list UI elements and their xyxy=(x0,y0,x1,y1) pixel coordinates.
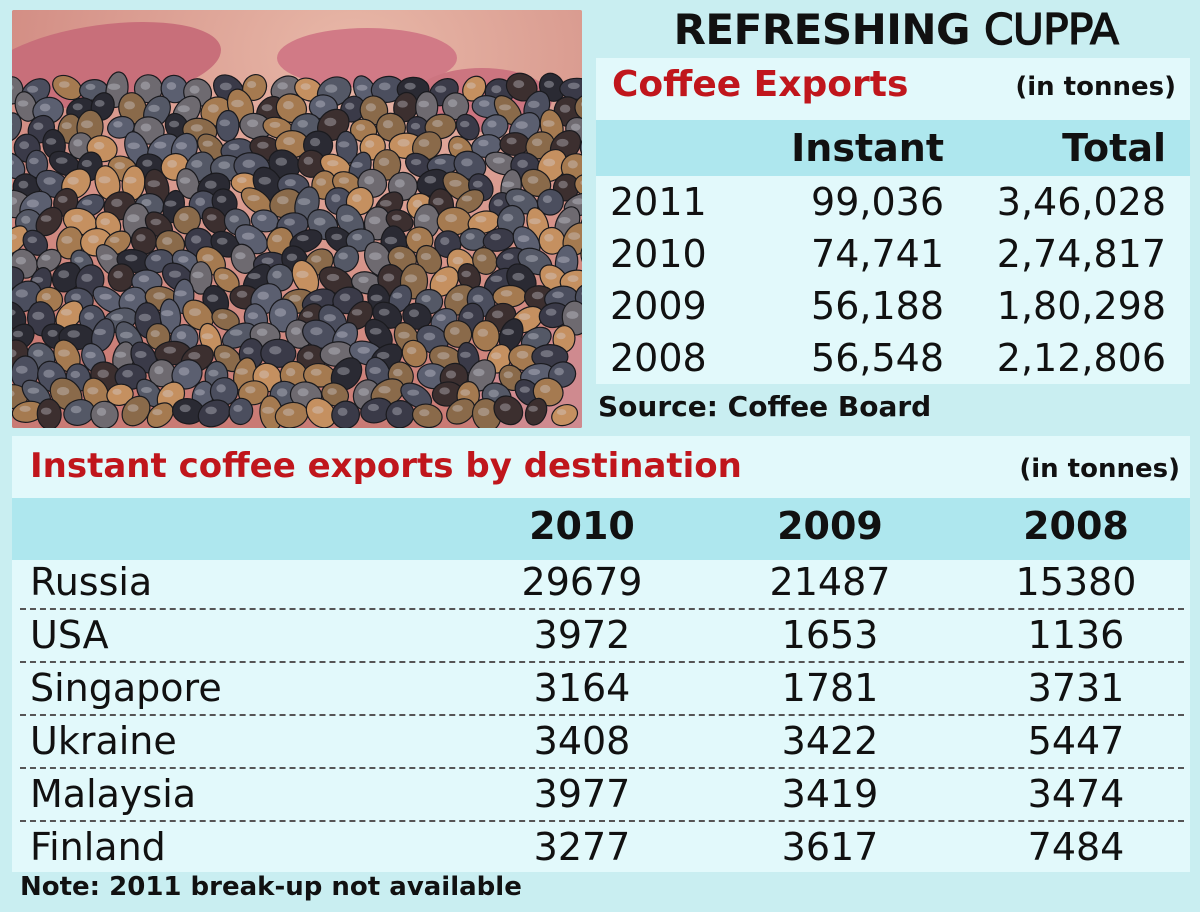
page-title: REFRESHING CUPPA xyxy=(596,4,1196,56)
row-total: 2,74,817 xyxy=(996,232,1166,276)
coffee-exports-title: Coffee Exports xyxy=(612,64,909,105)
row-instant: 74,741 xyxy=(811,232,944,276)
row-country: USA xyxy=(30,613,109,657)
coffee-exports-unit: (in tonnes) xyxy=(1015,72,1176,102)
destination-table: Instant coffee exports by destination (i… xyxy=(12,436,1190,872)
row-value-2008: 3731 xyxy=(1027,666,1125,710)
row-country: Malaysia xyxy=(30,772,197,816)
row-instant: 56,188 xyxy=(811,284,944,328)
row-total: 1,80,298 xyxy=(996,284,1166,328)
row-total: 2,12,806 xyxy=(996,336,1166,380)
row-value-2008: 5447 xyxy=(1027,719,1125,763)
row-country: Finland xyxy=(30,825,166,869)
row-value-2009: 1653 xyxy=(781,613,879,657)
row-year: 2009 xyxy=(610,284,707,328)
row-instant: 99,036 xyxy=(811,180,944,224)
row-instant: 56,548 xyxy=(811,336,944,380)
row-value-2010: 3972 xyxy=(533,613,631,657)
row-value-2009: 21487 xyxy=(769,560,891,604)
coffee-exports-table: Coffee Exports (in tonnes) Instant Total… xyxy=(596,58,1190,384)
row-total: 3,46,028 xyxy=(996,180,1166,224)
coffee-beans-photo xyxy=(12,10,582,428)
title-part-2: CUPPA xyxy=(983,4,1119,55)
row-divider xyxy=(20,714,1184,716)
row-country: Singapore xyxy=(30,666,222,710)
row-divider xyxy=(20,608,1184,610)
row-divider xyxy=(20,767,1184,769)
row-value-2009: 3419 xyxy=(781,772,879,816)
row-year: 2011 xyxy=(610,180,707,224)
row-divider xyxy=(20,661,1184,663)
row-value-2010: 29679 xyxy=(521,560,643,604)
row-value-2009: 1781 xyxy=(781,666,879,710)
row-country: Russia xyxy=(30,560,153,604)
row-value-2010: 3408 xyxy=(533,719,631,763)
row-value-2010: 3277 xyxy=(533,825,631,869)
row-value-2008: 3474 xyxy=(1027,772,1125,816)
header-band xyxy=(596,120,1190,176)
row-divider xyxy=(20,820,1184,822)
row-value-2009: 3617 xyxy=(781,825,879,869)
row-value-2008: 15380 xyxy=(1015,560,1137,604)
column-header-2010: 2010 xyxy=(529,504,635,548)
column-header-total: Total xyxy=(1062,126,1166,170)
row-value-2008: 1136 xyxy=(1027,613,1125,657)
destination-header-band xyxy=(12,498,1190,560)
row-value-2009: 3422 xyxy=(781,719,879,763)
footnote: Note: 2011 break-up not available xyxy=(20,872,522,902)
column-header-2009: 2009 xyxy=(777,504,883,548)
destination-unit: (in tonnes) xyxy=(1019,454,1180,484)
destination-title: Instant coffee exports by destination xyxy=(30,446,742,486)
row-country: Ukraine xyxy=(30,719,177,763)
source-note: Source: Coffee Board xyxy=(598,390,932,423)
row-value-2010: 3164 xyxy=(533,666,631,710)
column-header-instant: Instant xyxy=(791,126,944,170)
title-part-1: REFRESHING xyxy=(673,5,971,54)
row-value-2008: 7484 xyxy=(1027,825,1125,869)
column-header-2008: 2008 xyxy=(1023,504,1129,548)
row-year: 2008 xyxy=(610,336,707,380)
row-value-2010: 3977 xyxy=(533,772,631,816)
row-year: 2010 xyxy=(610,232,707,276)
